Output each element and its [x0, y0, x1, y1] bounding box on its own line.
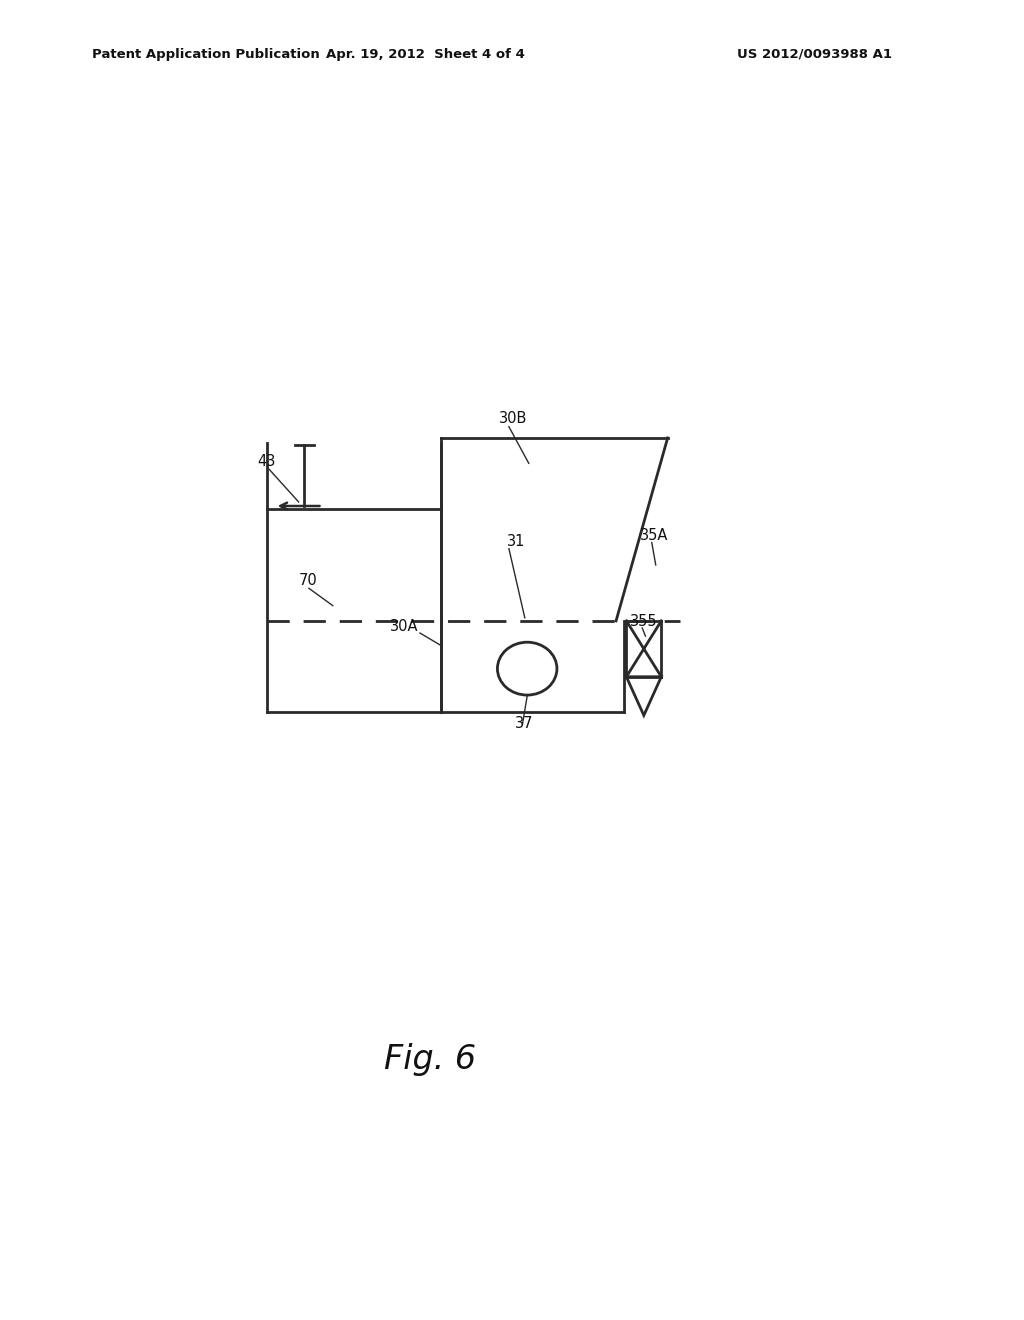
Text: 35A: 35A	[640, 528, 669, 543]
Text: Patent Application Publication: Patent Application Publication	[92, 48, 319, 61]
Text: 31: 31	[507, 533, 525, 549]
Text: Fig. 6: Fig. 6	[384, 1043, 476, 1076]
Text: 355: 355	[630, 614, 657, 628]
Text: 70: 70	[299, 573, 317, 589]
Text: 43: 43	[257, 454, 275, 470]
Text: 37: 37	[514, 715, 532, 730]
Text: US 2012/0093988 A1: US 2012/0093988 A1	[737, 48, 892, 61]
Text: 30A: 30A	[390, 619, 419, 634]
Text: Apr. 19, 2012  Sheet 4 of 4: Apr. 19, 2012 Sheet 4 of 4	[326, 48, 524, 61]
Text: 30B: 30B	[499, 411, 527, 425]
